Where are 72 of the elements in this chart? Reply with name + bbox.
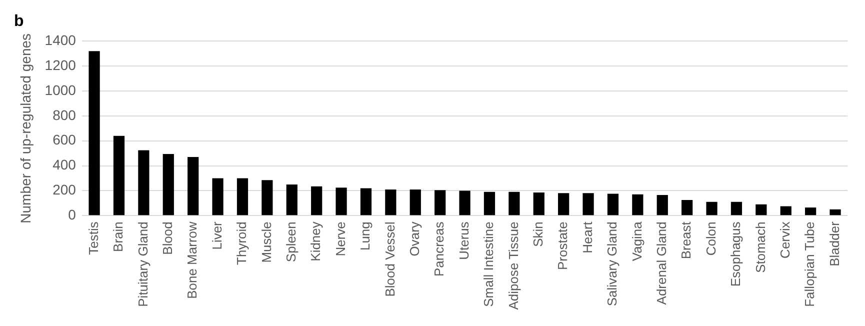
y-tick-label: 200 [52,182,76,198]
y-tick-label: 1400 [44,32,76,48]
bar [360,188,372,216]
x-tick-label: Skin [530,222,546,247]
bar [434,190,446,216]
bar [88,51,100,216]
x-tick-label: Colon [703,222,718,256]
bar [756,204,767,216]
x-tick-label: Cervix [777,221,792,258]
bar [632,194,644,216]
x-tick-label: Uterus [456,221,472,260]
bar [236,178,248,216]
bar [558,193,570,216]
x-tick-label: Prostate [555,222,570,270]
x-tick-label: Bladder [826,220,842,266]
bar [830,209,841,216]
x-tick-label: Adipose Tissue [506,222,521,310]
x-tick-label: Pancreas [432,221,447,277]
bar [311,186,322,216]
bar [607,194,619,216]
x-tick-label: Stomach [752,222,768,273]
y-tick-label: 1000 [44,82,76,98]
x-tick-label: Small Intestine [481,222,496,307]
bar [656,195,668,216]
bar [706,202,718,216]
y-tick-label: 600 [52,132,76,148]
bar [508,192,520,216]
x-tick-label: Brain [110,222,126,252]
bar [138,150,150,216]
y-tick-label: 1200 [44,56,76,73]
x-tick-label: Thyroid [234,222,250,265]
bar [730,202,742,216]
x-tick-label: Blood [160,222,175,255]
y-tick-label: 400 [52,156,76,173]
x-tick-label: Salivary Gland [604,222,620,306]
x-tick-label: Esophagus [728,221,744,287]
x-tick-label: Lung [358,222,373,251]
bar [582,193,594,216]
bar [780,206,792,216]
x-tick-label: Testis [86,221,101,255]
x-tick-label: Breast [678,221,694,260]
bar [682,200,693,216]
x-tick-label: Spleen [283,222,298,262]
bar [459,190,470,216]
bar [336,188,347,216]
bar [805,208,816,216]
bar [410,189,421,216]
x-tick-label: Pituitary Gland [135,222,150,307]
bar [533,192,544,216]
bar [262,180,273,216]
x-tick-label: Nerve [332,222,348,256]
bar [385,189,396,216]
x-tick-label: Blood Vessel [382,222,398,297]
chart-title: b [14,13,24,30]
x-tick-label: Ovary [406,221,422,256]
bar [188,157,199,216]
bar [484,192,496,216]
bar [162,154,174,216]
x-tick-label: Bone Marrow [184,220,200,299]
y-tick-label: 800 [52,106,76,123]
bar [113,136,125,216]
y-axis-title: Number of up-regulated genes [17,33,34,224]
x-tick-label: Adrenal Gland [654,222,669,305]
x-tick-label: Kidney [308,221,324,262]
bar [212,178,224,216]
x-tick-label: Heart [580,221,595,254]
x-tick-label: Fallopian Tube [802,222,818,307]
x-tick-label: Vagina [629,220,644,262]
y-tick-label: 0 [68,206,76,222]
x-tick-label: Muscle [258,222,274,263]
x-tick-label: Liver [209,220,224,250]
bar [286,184,298,216]
